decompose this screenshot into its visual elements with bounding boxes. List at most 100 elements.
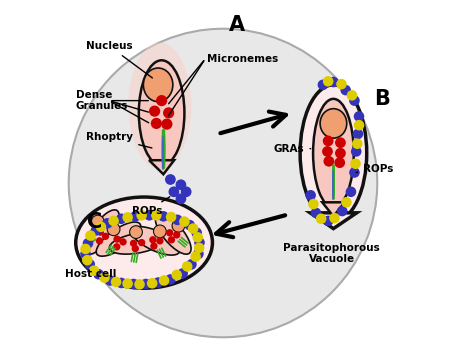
Point [149,237,156,243]
Point [337,81,345,87]
Point [138,240,146,245]
Point [155,280,162,285]
Point [173,272,181,278]
Point [331,215,338,221]
Point [194,234,201,240]
Point [348,93,356,98]
Text: B: B [374,89,391,109]
Polygon shape [149,160,174,174]
Point [124,215,131,220]
Text: Rhoptry: Rhoptry [86,132,152,148]
Point [188,262,195,267]
Point [130,240,137,246]
Ellipse shape [91,215,104,228]
Point [329,79,337,85]
Point [153,121,160,126]
Point [153,213,160,218]
Point [195,251,202,257]
Ellipse shape [76,197,212,288]
Point [186,222,193,228]
Point [165,110,173,116]
Point [167,214,175,220]
Point [84,240,92,246]
Point [352,161,359,166]
Text: Host cell: Host cell [65,269,117,279]
Polygon shape [322,202,345,216]
Point [324,78,332,84]
Point [354,131,362,137]
Point [354,141,361,146]
Text: Parasitophorous
Vacuole: Parasitophorous Vacuole [283,243,380,264]
Point [338,208,346,214]
Point [324,138,332,144]
Text: C: C [87,212,103,232]
Point [151,108,158,114]
Point [337,140,344,145]
Point [112,279,120,285]
Text: Micronemes: Micronemes [207,54,278,64]
Point [351,170,358,175]
Point [196,240,203,245]
Point [336,160,344,165]
Ellipse shape [96,222,141,256]
Point [86,262,93,267]
Ellipse shape [85,210,119,254]
Point [355,114,363,119]
Ellipse shape [300,85,367,221]
Point [351,98,358,103]
Point [325,158,333,164]
Point [324,149,331,154]
Point [166,177,174,182]
Point [103,220,111,226]
Point [170,189,178,195]
Point [193,230,201,235]
Point [307,193,314,198]
Point [343,200,350,205]
Point [113,244,120,250]
Point [146,213,153,218]
Point [173,217,181,223]
Point [102,233,109,239]
Point [190,226,197,231]
Point [310,201,317,207]
Text: A: A [229,15,245,35]
Text: Nucleus: Nucleus [86,41,152,78]
Point [82,251,89,257]
Point [97,224,105,230]
Point [163,121,171,127]
Point [355,122,363,128]
Point [166,277,174,282]
Text: ROPs: ROPs [356,164,393,174]
Point [352,149,360,154]
Ellipse shape [155,214,191,254]
Text: GRAs: GRAs [274,144,310,154]
Ellipse shape [139,60,184,165]
Point [177,182,185,188]
Point [100,275,108,281]
Point [138,213,146,218]
Point [90,268,98,274]
Point [106,278,114,283]
Polygon shape [310,213,357,228]
Point [183,264,191,269]
Ellipse shape [130,226,142,238]
Point [119,239,127,245]
Text: Dense
Granules: Dense Granules [76,90,128,112]
Point [118,280,125,286]
Point [118,216,125,222]
Ellipse shape [109,232,165,254]
Point [97,229,104,235]
Ellipse shape [172,219,185,232]
Point [124,281,131,287]
Point [142,281,150,287]
Point [136,282,143,287]
Point [166,230,173,235]
Text: ROPs: ROPs [132,197,170,216]
Point [130,281,137,287]
Ellipse shape [69,29,377,337]
Point [83,257,91,263]
Point [82,246,89,252]
Point [319,82,327,88]
Ellipse shape [313,99,354,208]
Point [131,214,139,219]
